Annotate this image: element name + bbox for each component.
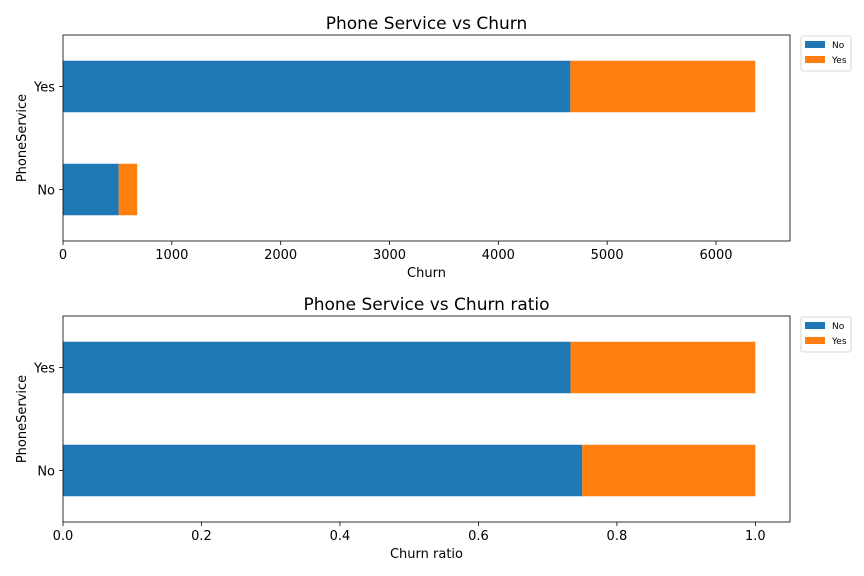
legend-swatch-yes xyxy=(805,337,825,344)
legend-label-yes: Yes xyxy=(831,56,847,66)
legend-label-yes: Yes xyxy=(831,337,847,347)
legend: No Yes xyxy=(800,316,852,353)
legend-swatch-yes xyxy=(805,56,825,63)
chart-title: Phone Service vs Churn xyxy=(326,14,528,34)
bar-no-series-yes xyxy=(582,444,756,497)
bar-yes-series-no xyxy=(63,60,571,113)
chart-phone-service-vs-churn: 0 1000 2000 3000 4000 5000 6000 No Yes Phone Serv… xyxy=(15,14,852,281)
x-tick-label: 0.2 xyxy=(191,529,212,544)
y-tick-label: Yes xyxy=(33,362,55,377)
plot-frame xyxy=(62,315,791,523)
y-axis-label: PhoneService xyxy=(15,94,30,182)
legend-label-no: No xyxy=(832,41,845,51)
bar-no-series-no xyxy=(63,444,583,497)
legend-swatch-no xyxy=(805,322,825,329)
y-axis-label: PhoneService xyxy=(15,375,30,463)
y-tick-label: No xyxy=(37,465,55,480)
y-tick-label: No xyxy=(37,184,55,199)
bar-yes-series-yes xyxy=(570,60,756,113)
chart-phone-service-vs-churn-ratio: 0.0 0.2 0.4 0.6 0.8 1.0 No Yes Phone Service vs … xyxy=(15,295,852,562)
x-tick-label: 6000 xyxy=(699,248,732,263)
x-tick-label: 3000 xyxy=(373,248,406,263)
x-axis-label: Churn xyxy=(407,266,446,281)
bar-yes-series-no xyxy=(63,341,571,394)
x-tick-label: 0.8 xyxy=(607,529,628,544)
legend-label-no: No xyxy=(832,322,845,332)
x-axis-label: Churn ratio xyxy=(390,547,463,562)
x-tick-label: 1000 xyxy=(155,248,188,263)
chart-title: Phone Service vs Churn ratio xyxy=(303,295,549,315)
plot-frame xyxy=(62,34,791,242)
x-tick-label: 5000 xyxy=(591,248,624,263)
bar-yes-series-yes xyxy=(570,341,756,394)
bar-no-series-yes xyxy=(118,163,138,216)
x-tick-label: 0.0 xyxy=(53,529,74,544)
x-tick-label: 1.0 xyxy=(745,529,766,544)
x-tick-label: 0 xyxy=(59,248,67,263)
x-tick-label: 0.6 xyxy=(468,529,489,544)
legend: No Yes xyxy=(800,35,852,72)
x-tick-label: 0.4 xyxy=(330,529,351,544)
legend-swatch-no xyxy=(805,41,825,48)
y-tick-label: Yes xyxy=(33,81,55,96)
bar-no-series-no xyxy=(63,163,119,216)
x-tick-label: 2000 xyxy=(264,248,297,263)
x-tick-label: 4000 xyxy=(482,248,515,263)
